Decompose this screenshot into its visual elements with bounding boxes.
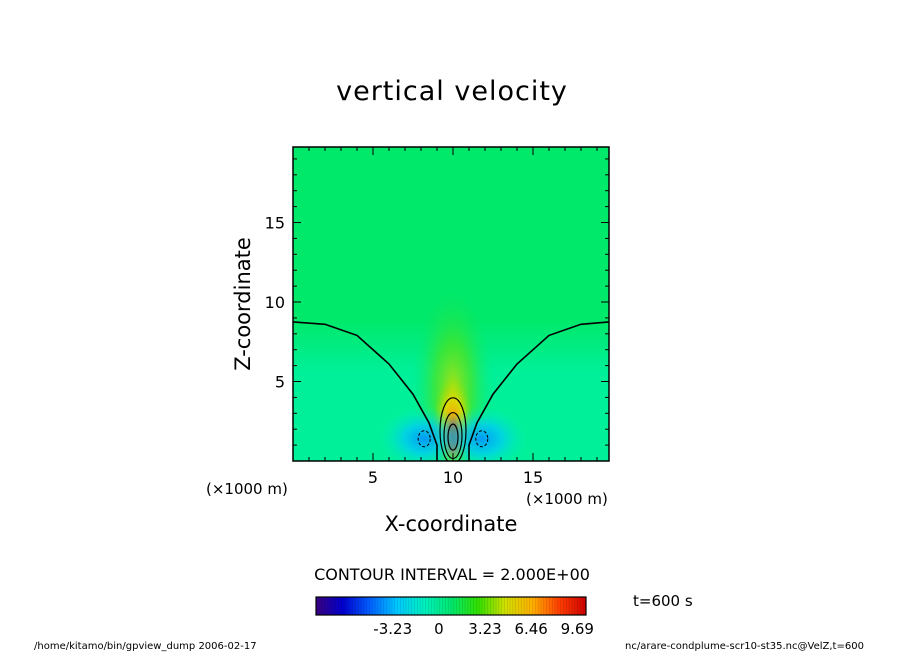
colorbar-frame xyxy=(315,596,587,616)
x-axis-label: X-coordinate xyxy=(384,512,518,536)
y-tick-label: 5 xyxy=(275,373,285,392)
colorbar-tick-label: 3.23 xyxy=(468,620,501,638)
colorbar-tick-label: 0 xyxy=(434,620,444,638)
downdraft-contour xyxy=(475,430,489,448)
updraft-contour xyxy=(447,423,459,451)
colorbar-tick-label: 9.69 xyxy=(561,620,594,638)
footer-left-text: /home/kitamo/bin/gpview_dump 2006-02-17 xyxy=(34,641,257,652)
x-tick-label: 5 xyxy=(368,468,378,487)
y-tick-label: 15 xyxy=(265,214,285,233)
colorbar xyxy=(316,597,586,615)
x-tick-label: 10 xyxy=(443,468,463,487)
plot-frame xyxy=(292,146,610,462)
footer-right-text: nc/arare-condplume-scr10-st35.nc@VelZ,t=… xyxy=(625,641,864,652)
contour-interval-label: CONTOUR INTERVAL = 2.000E+00 xyxy=(314,565,590,584)
y-tick-label: 10 xyxy=(265,293,285,312)
zero-contour-left xyxy=(293,321,438,461)
colorbar-tick-label: 6.46 xyxy=(514,620,547,638)
updraft-contour xyxy=(439,397,467,461)
chart-title: vertical velocity xyxy=(336,76,568,107)
y-axis-label: Z-coordinate xyxy=(231,237,255,371)
y-axis-unit: (×1000 m) xyxy=(206,480,288,498)
zero-contour-right xyxy=(468,321,609,461)
x-axis-unit: (×1000 m) xyxy=(526,490,608,508)
x-tick-label: 15 xyxy=(523,468,543,487)
downdraft-contour xyxy=(417,430,431,448)
time-label: t=600 s xyxy=(633,592,693,610)
colorbar-tick-label: -3.23 xyxy=(373,620,412,638)
